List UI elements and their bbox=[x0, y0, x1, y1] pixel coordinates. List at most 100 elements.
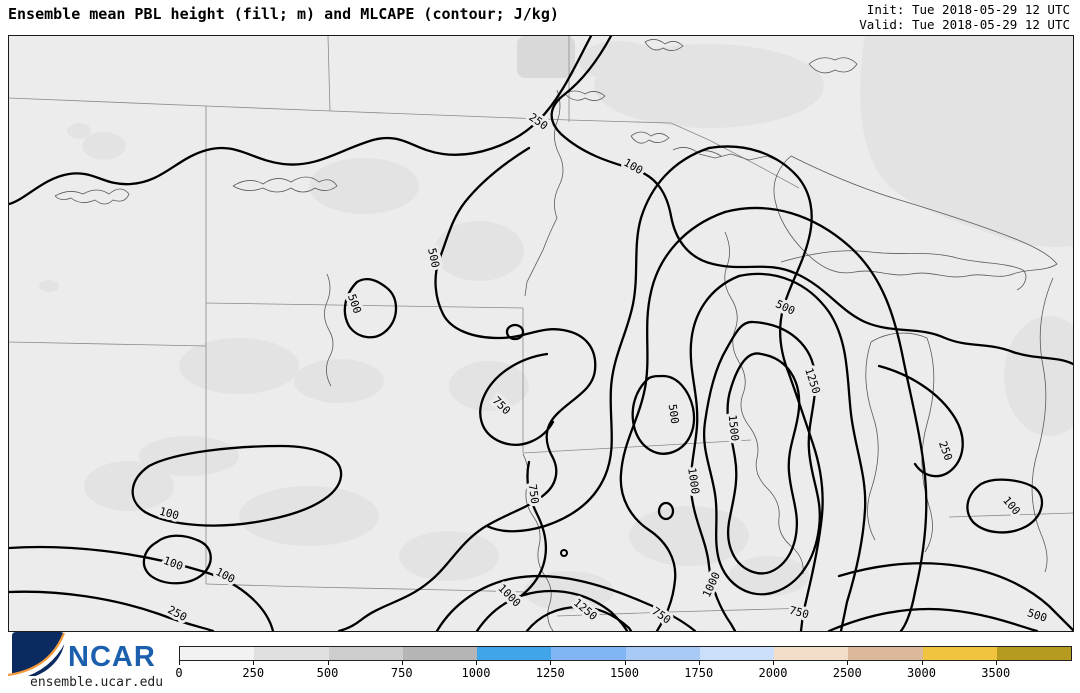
contour-label: 1000 bbox=[700, 570, 723, 600]
contour-label: 1000 bbox=[495, 582, 523, 610]
contour-label: 250 bbox=[936, 439, 955, 462]
contour-500-se-a bbox=[837, 562, 1073, 631]
contour-750-ce bbox=[723, 206, 928, 631]
contour-label: 750 bbox=[788, 604, 811, 622]
colorbar-tick-label: 1750 bbox=[684, 666, 714, 680]
contour-100-sw bbox=[9, 545, 275, 631]
colorbar-tick-mark bbox=[253, 661, 255, 665]
colorbar-segment bbox=[402, 647, 477, 660]
colorbar-segment bbox=[848, 647, 923, 660]
colorbar-segment bbox=[477, 647, 552, 660]
contour-label: 100 bbox=[621, 156, 645, 177]
colorbar-tick-mark bbox=[847, 661, 849, 665]
contour-1500-core bbox=[726, 352, 801, 575]
colorbar-segment bbox=[625, 647, 700, 660]
colorbar-segment bbox=[254, 647, 329, 660]
contour-750-mid bbox=[519, 460, 547, 598]
colorbar-tick-label: 1000 bbox=[461, 666, 491, 680]
colorbar-tick-mark bbox=[550, 661, 552, 665]
lake-superior bbox=[773, 155, 1058, 278]
contour-1000-east bbox=[737, 272, 867, 631]
colorbar-tick-label: 1500 bbox=[610, 666, 639, 680]
contour-500-oval bbox=[343, 278, 398, 339]
colorbar-tick-label: 2500 bbox=[832, 666, 862, 680]
mississippi-river bbox=[724, 231, 804, 575]
colorbar-tick-label: 250 bbox=[242, 666, 265, 680]
colorbar-tick-label: 2000 bbox=[758, 666, 788, 680]
ncar-logo-arc-orange bbox=[8, 632, 66, 676]
contour-1250-ring bbox=[703, 320, 821, 596]
contour-label: 100 bbox=[162, 554, 185, 573]
site-url: ensemble.ucar.edu bbox=[30, 675, 164, 690]
border-lakes bbox=[644, 39, 684, 51]
lake-oahe bbox=[324, 273, 334, 387]
lake-michigan bbox=[865, 332, 935, 553]
ncar-logo-arc-white bbox=[8, 632, 69, 676]
contour-500-low-oval bbox=[631, 374, 696, 455]
contour-500-cw bbox=[485, 146, 711, 533]
state-borders bbox=[9, 36, 1073, 617]
contour-label: 1000 bbox=[685, 467, 702, 495]
colorbar-tick-mark bbox=[624, 661, 626, 665]
colorbar-tick-mark bbox=[698, 661, 700, 665]
contour-250-sw bbox=[9, 590, 215, 631]
colorbar-segment bbox=[774, 647, 849, 660]
contour-100-ne-oval bbox=[966, 478, 1044, 534]
contour-750-hook bbox=[479, 352, 555, 446]
lakes-rivers bbox=[54, 39, 1058, 631]
run-times: Init: Tue 2018-05-29 12 UTC Valid: Tue 2… bbox=[859, 2, 1070, 32]
red-river bbox=[524, 89, 564, 297]
contour-1000-west bbox=[689, 274, 741, 631]
contour-tiny-c bbox=[560, 549, 568, 557]
contour-500-west bbox=[337, 146, 597, 631]
contour-label: 750 bbox=[526, 483, 542, 504]
contour-tiny-a bbox=[505, 323, 525, 341]
contour-1250-south bbox=[525, 605, 633, 631]
lake-sakakawea bbox=[232, 176, 338, 193]
contour-750-south bbox=[435, 574, 697, 631]
colorbar-tick-label: 500 bbox=[316, 666, 339, 680]
colorbar-tick-mark bbox=[401, 661, 403, 665]
colorbar-segment bbox=[922, 647, 997, 660]
init-time: Init: Tue 2018-05-29 12 UTC bbox=[866, 2, 1070, 17]
colorbar-tick-mark bbox=[773, 661, 774, 665]
colorbar-tick-mark bbox=[179, 661, 180, 665]
michigan-lp-shore bbox=[1031, 277, 1054, 573]
colorbar-segment bbox=[699, 647, 774, 660]
colorbar-tick-label: 3000 bbox=[907, 666, 936, 680]
ncar-logo-swoosh bbox=[12, 632, 65, 676]
mlcape-contours bbox=[9, 36, 1073, 631]
contour-label: 1250 bbox=[802, 366, 823, 395]
colorbar-tick-mark bbox=[327, 661, 329, 665]
devils-lake bbox=[564, 90, 606, 101]
contour-label: 500 bbox=[773, 297, 797, 317]
colorbar-segment bbox=[328, 647, 403, 660]
colorbar-tick-label: 750 bbox=[390, 666, 413, 680]
contour-label: 500 bbox=[345, 292, 364, 315]
contour-tiny-b bbox=[657, 501, 675, 521]
map-svg: 250 100 500 500 500 1250 1500 1000 500 750 750 100 1… bbox=[9, 36, 1073, 631]
ncar-logo-text: NCAR bbox=[68, 641, 156, 673]
colorbar-tick-mark bbox=[921, 661, 923, 665]
contour-750-cw bbox=[619, 210, 727, 631]
contour-250-ne-hook bbox=[877, 364, 964, 478]
contour-label: 500 bbox=[425, 247, 442, 269]
contour-100-oval-b bbox=[142, 534, 212, 585]
colorbar-segment bbox=[180, 647, 255, 660]
colorbar-tick-mark bbox=[476, 661, 477, 665]
colorbar bbox=[179, 646, 1072, 661]
contour-250-nw bbox=[9, 36, 593, 206]
contour-100-north bbox=[550, 36, 1073, 366]
contour-100-oval-a bbox=[131, 444, 343, 527]
contour-500-ce bbox=[707, 145, 824, 631]
contour-label: 250 bbox=[165, 603, 189, 624]
colorbar-tick-mark bbox=[995, 661, 997, 665]
fort-peck-lake bbox=[54, 188, 130, 205]
contour-label: 1500 bbox=[726, 414, 742, 442]
map-panel: 250 100 500 500 500 1250 1500 1000 500 750 750 100 1… bbox=[8, 35, 1074, 632]
contour-label: 100 bbox=[213, 565, 237, 586]
page-title: Ensemble mean PBL height (fill; m) and M… bbox=[8, 5, 559, 23]
colorbar-segment bbox=[996, 647, 1071, 660]
colorbar-tick-label: 3500 bbox=[981, 666, 1011, 680]
fill-patches bbox=[39, 36, 1073, 611]
